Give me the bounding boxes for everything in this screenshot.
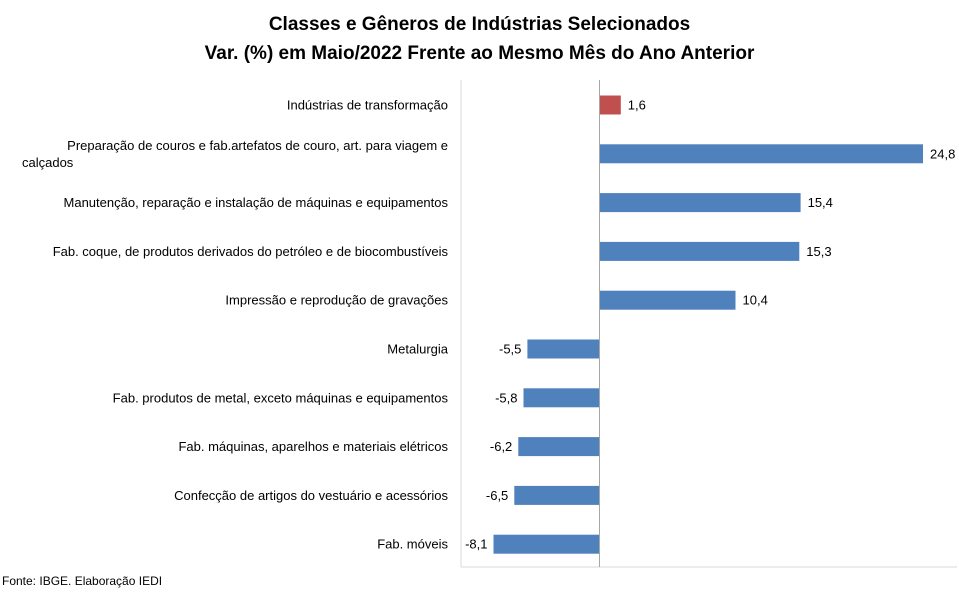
value-label-9: -8,1 [465,537,487,552]
bar-6 [523,388,599,408]
category-label-9: Fab. móveis [377,537,448,552]
bar-0 [600,95,621,115]
category-label-3: Fab. coque, de produtos derivados do pet… [53,244,449,259]
value-label-6: -5,8 [495,390,517,405]
bar-5 [527,339,599,359]
value-label-7: -6,2 [490,439,512,454]
chart-subtitle: Var. (%) em Maio/2022 Frente ao Mesmo Mê… [204,43,755,64]
category-label-2: Manutenção, reparação e instalação de má… [64,195,449,210]
category-label-7: Fab. máquinas, aparelhos e materiais elé… [178,439,448,454]
bar-3 [600,241,800,261]
category-label-1: Preparação de couros e fab.artefatos de … [22,138,448,170]
category-label-4: Impressão e reprodução de gravações [225,293,448,308]
value-label-3: 15,3 [806,244,831,259]
category-label-0: Indústrias de transformação [287,98,448,113]
value-label-0: 1,6 [628,98,646,113]
chart-title: Classes e Gêneros de Indústrias Selecion… [268,14,691,35]
value-label-1: 24,8 [930,146,955,161]
bar-1 [600,144,923,164]
value-label-8: -6,5 [486,488,508,503]
bar-9 [493,534,599,554]
value-label-5: -5,5 [499,342,521,357]
value-label-2: 15,4 [808,195,833,210]
category-label-6: Fab. produtos de metal, exceto máquinas … [113,390,449,405]
bar-2 [600,193,801,213]
bar-7 [518,437,600,457]
category-label-5: Metalurgia [387,342,448,357]
value-label-4: 10,4 [743,293,768,308]
bar-4 [600,290,736,310]
bar-8 [514,485,599,505]
source-note: Fonte: IBGE. Elaboração IEDI [2,574,163,588]
category-label-8: Confecção de artigos do vestuário e aces… [174,488,448,503]
chart-title-block: Classes e Gêneros de Indústrias Selecion… [0,10,959,68]
